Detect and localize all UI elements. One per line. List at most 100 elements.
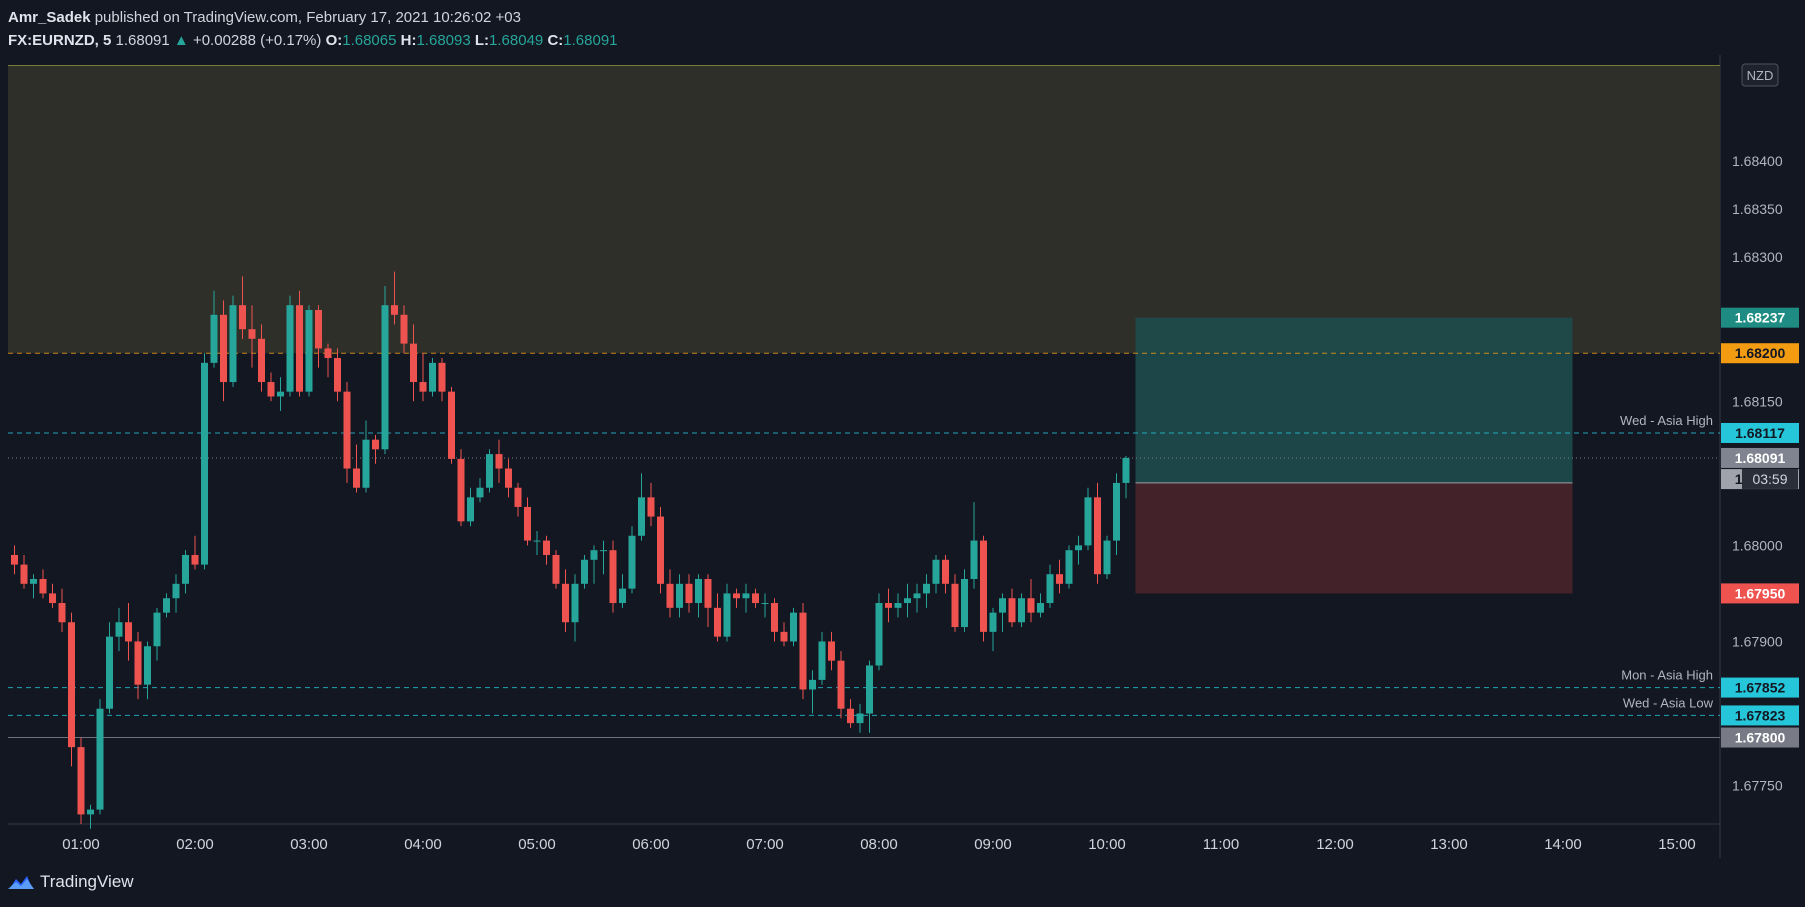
candle-body [771, 603, 778, 632]
currency-label: NZD [1747, 68, 1774, 83]
candle-body [68, 622, 75, 748]
candle-body [87, 809, 94, 815]
publish-info: published on TradingView.com, February 1… [94, 9, 521, 26]
close-label: C: [547, 32, 564, 49]
candle-body [1103, 540, 1111, 575]
candle-body [172, 583, 180, 599]
level-price-tag [1721, 422, 1799, 443]
candle-body [951, 583, 959, 628]
level-label: Wed - Asia High [1620, 413, 1713, 428]
candle-body [780, 631, 788, 642]
candle-body [58, 603, 66, 623]
candle-body [685, 583, 693, 604]
candle-body [106, 636, 113, 709]
candle-body [438, 362, 446, 392]
candle-body [799, 612, 807, 690]
candle-body [239, 305, 246, 330]
level-price-tag [1721, 727, 1799, 748]
candle-body [182, 554, 189, 584]
candle-body [163, 598, 170, 613]
high-value: 1.68093 [416, 32, 471, 49]
price-tick-label: 1.68150 [1732, 393, 1783, 409]
candle-body [866, 665, 873, 714]
time-tick-label: 06:00 [632, 836, 670, 853]
candle-body [49, 593, 56, 604]
level-label: Mon - Asia High [1621, 668, 1713, 683]
candle-body [524, 506, 531, 541]
time-tick-label: 14:00 [1544, 836, 1582, 853]
time-tick-label: 05:00 [518, 836, 556, 853]
candle-body [818, 641, 826, 680]
time-tick-label: 09:00 [974, 836, 1012, 853]
low-label: L: [474, 32, 490, 49]
candle-body [144, 646, 151, 685]
candle-body [476, 487, 484, 498]
candle-body [448, 391, 455, 459]
candle-body [1113, 482, 1120, 541]
candle-body [647, 497, 655, 517]
candle-body [381, 305, 389, 450]
low-value: 1.68049 [489, 32, 544, 49]
price-tag [1721, 307, 1799, 328]
price-tag-text: 1.68091 [1735, 450, 1786, 466]
candle-body [153, 612, 161, 647]
candle-body [305, 309, 313, 392]
open-label: O: [325, 32, 343, 49]
candle-body [1056, 574, 1063, 584]
candle-body [856, 713, 864, 724]
tradingview-brand[interactable]: TradingView [8, 872, 134, 892]
candle-body [923, 583, 930, 594]
time-tick-label: 11:00 [1203, 836, 1239, 853]
candle-body [543, 540, 550, 555]
candle-body [600, 550, 607, 552]
close-value: 1.68091 [563, 32, 618, 49]
candle-body [277, 391, 284, 397]
candle-body [514, 487, 522, 507]
candle-body [847, 708, 854, 724]
price-tag-text: 1.68237 [1735, 310, 1786, 326]
candle-body [752, 593, 759, 604]
candle-body [229, 305, 237, 383]
symbol-label[interactable]: FX:EURNZD, 5 [8, 32, 112, 49]
candle-body [486, 454, 493, 488]
chart-header: Amr_Sadek published on TradingView.com, … [8, 6, 618, 52]
candle-body [657, 516, 664, 584]
price-tick-label: 1.68400 [1732, 153, 1783, 169]
candle-body [495, 454, 503, 469]
candle-body [39, 579, 47, 594]
time-tick-label: 04:00 [404, 836, 442, 853]
candle-body [400, 314, 408, 344]
candle-body [134, 641, 142, 685]
candle-body [20, 564, 28, 584]
candle-body [1018, 598, 1025, 623]
candle-body [201, 362, 208, 565]
time-tick-label: 03:00 [290, 836, 328, 853]
candle-body [714, 607, 721, 637]
candle-body [457, 458, 465, 522]
author-name[interactable]: Amr_Sadek [8, 9, 91, 26]
candle-body [695, 579, 702, 604]
candle-body [676, 583, 683, 608]
candle-body [191, 554, 199, 565]
candle-body [961, 579, 968, 628]
open-value: 1.68065 [342, 32, 397, 49]
tradingview-logo-icon [8, 876, 34, 889]
candle-body [125, 622, 132, 642]
candle-body [837, 660, 845, 709]
candle-body [11, 554, 18, 565]
candle-body [1046, 574, 1054, 604]
level-label: Wed - Asia Low [1623, 695, 1714, 710]
candle-body [761, 603, 769, 605]
candle-body [467, 497, 474, 522]
candle-body [77, 747, 85, 815]
time-tick-label: 02:00 [176, 836, 214, 853]
level-price-tag [1721, 677, 1799, 698]
candle-body [932, 559, 940, 584]
candle-body [343, 391, 351, 469]
candle-body [609, 550, 617, 604]
candle-body [1008, 598, 1016, 623]
candle-body [353, 468, 360, 488]
candle-body [1065, 550, 1073, 584]
candle-body [809, 679, 816, 690]
